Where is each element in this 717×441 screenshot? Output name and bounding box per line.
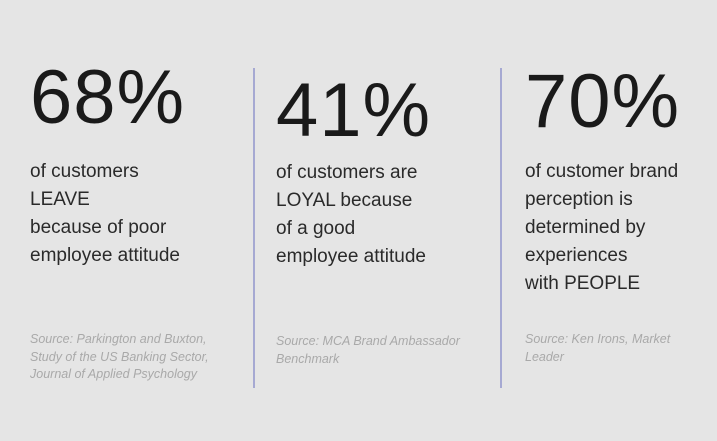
stat-column-3: 70% of customer brand perception is dete…: [525, 0, 715, 441]
stat-source-line: Benchmark: [276, 351, 340, 366]
stat-source: Source: Ken Irons, Market Leader: [525, 331, 670, 366]
stat-source-line: Journal of Applied Psychology: [30, 367, 197, 381]
stat-description-line: determined by: [525, 217, 646, 238]
stat-description-line: employee attitude: [30, 245, 180, 266]
column-divider: [253, 68, 255, 388]
stat-description: of customer brand perception is determin…: [525, 158, 678, 298]
stat-source-line: Leader: [525, 349, 564, 364]
stat-source-line: Study of the US Banking Sector,: [30, 349, 209, 364]
stat-description-line: LOYAL because: [276, 190, 413, 211]
stat-description-line: of customers: [30, 161, 139, 182]
stat-source: Source: Parkington and Buxton, Study of …: [30, 331, 209, 384]
stat-description-line: LEAVE: [30, 189, 90, 210]
column-divider: [500, 68, 502, 388]
stat-description-line: because of poor: [30, 217, 167, 238]
stat-description-line: of customer brand: [525, 161, 679, 182]
stat-description-line: perception is: [525, 189, 633, 210]
stat-description: of customers LEAVE because of poor emplo…: [30, 158, 180, 270]
stat-source-line: Source: MCA Brand Ambassador: [276, 334, 460, 348]
stat-description-line: employee attitude: [276, 246, 426, 267]
stat-number: 41%: [276, 68, 432, 153]
stat-description-line: with PEOPLE: [525, 273, 641, 294]
stat-column-1: 68% of customers LEAVE because of poor e…: [30, 0, 250, 441]
stat-description-line: of a good: [276, 218, 356, 239]
stat-description-line: experiences: [525, 245, 628, 266]
stat-description: of customers are LOYAL because of a good…: [276, 159, 426, 271]
stat-description-line: of customers are: [276, 162, 418, 183]
stat-source-line: Source: Ken Irons, Market: [525, 332, 671, 346]
stat-source-line: Source: Parkington and Buxton,: [30, 332, 207, 346]
stat-number: 68%: [30, 55, 186, 140]
stat-source: Source: MCA Brand Ambassador Benchmark: [276, 333, 460, 368]
stat-column-2: 41% of customers are LOYAL because of a …: [276, 0, 491, 441]
stat-number: 70%: [525, 59, 681, 144]
